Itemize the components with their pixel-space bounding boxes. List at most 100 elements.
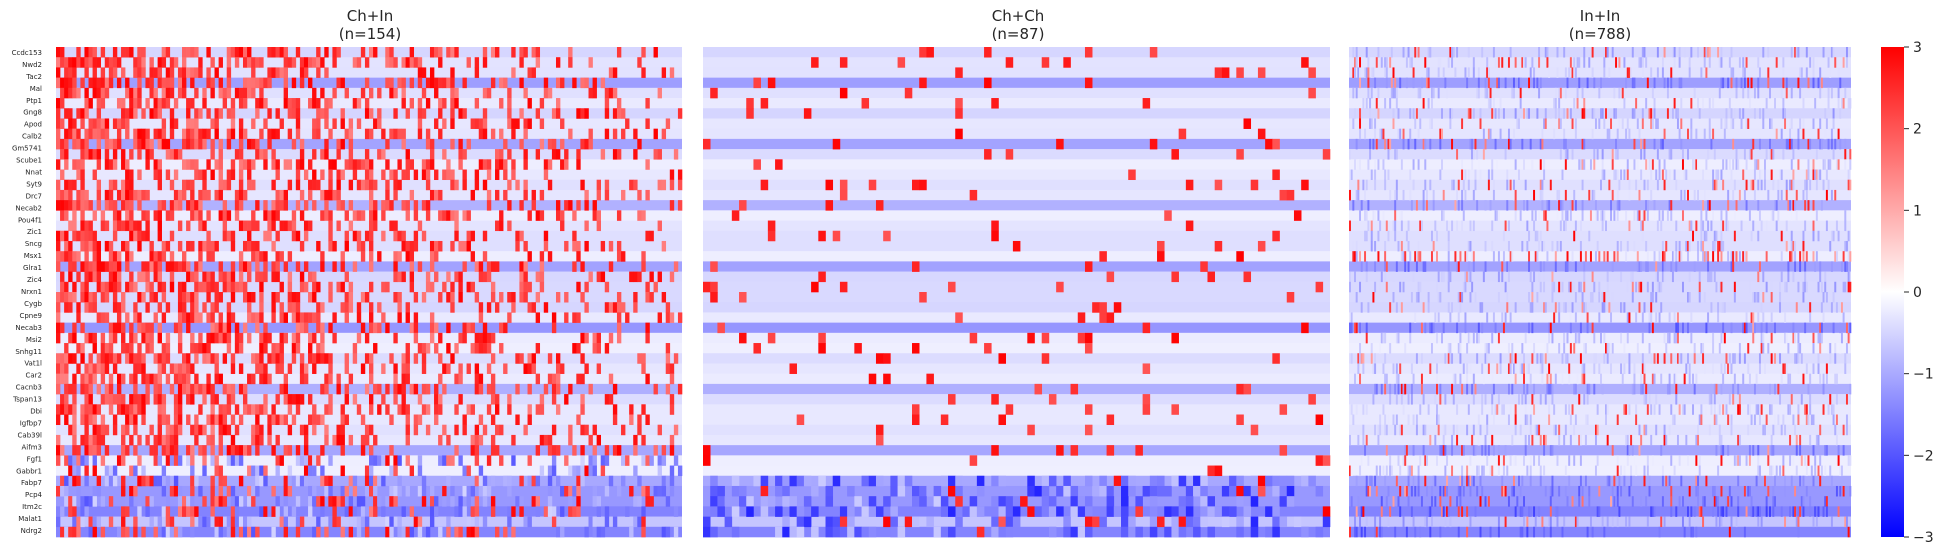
heatmap-cell [1658, 251, 1661, 262]
heatmap-cell [1414, 118, 1417, 129]
heatmap-cell [1389, 47, 1392, 58]
heatmap-cell [1605, 47, 1607, 58]
heatmap-cell [149, 292, 154, 303]
heatmap-cell [466, 240, 471, 252]
heatmap-cell [96, 261, 102, 272]
heatmap-cell [442, 485, 447, 497]
heatmap-cell [80, 414, 85, 426]
heatmap-cell [1571, 149, 1574, 160]
heatmap-cell [478, 434, 484, 446]
heatmap-cell [1243, 118, 1252, 129]
heatmap-cell [462, 77, 467, 89]
heatmap-cell [173, 363, 179, 374]
heatmap-cell [1770, 118, 1773, 129]
heatmap-cell [604, 445, 610, 456]
heatmap-cell [68, 108, 73, 119]
heatmap-cell [275, 363, 280, 374]
heatmap-cell [401, 57, 406, 68]
heatmap-cell [1365, 67, 1368, 78]
heatmap-cell [299, 424, 305, 436]
heatmap-cell [1384, 240, 1387, 252]
heatmap-cell [64, 526, 69, 538]
heatmap-cell [275, 200, 280, 211]
heatmap-cell [1236, 67, 1244, 78]
heatmap-cell [1439, 292, 1442, 303]
heatmap-cell [1027, 485, 1035, 497]
heatmap-row-band [1349, 322, 1851, 334]
heatmap-cell [320, 445, 325, 456]
heatmap-cell [283, 373, 288, 385]
heatmap-cell [641, 434, 646, 446]
heatmap-cell [1528, 261, 1531, 272]
heatmap-cell [429, 332, 435, 344]
heatmap-cell [527, 455, 532, 466]
heatmap-cell [413, 210, 419, 221]
heatmap-cell [531, 496, 536, 507]
heatmap-cell [389, 516, 394, 528]
heatmap-cell [186, 159, 191, 170]
heatmap-cell [80, 455, 85, 466]
heatmap-cell [234, 404, 240, 415]
heatmap-cell [495, 526, 500, 538]
heatmap-cell [1581, 200, 1584, 211]
heatmap-cell [1507, 220, 1510, 232]
heatmap-cell [1464, 67, 1467, 78]
heatmap-cell [92, 67, 97, 78]
heatmap-cell [56, 353, 61, 364]
heatmap-cell [1384, 138, 1387, 150]
heatmap-cell [1561, 210, 1564, 221]
heatmap-cell [336, 47, 341, 58]
heatmap-cell [1611, 159, 1614, 170]
heatmap-cell [287, 98, 293, 109]
heatmap-cell [523, 118, 528, 129]
heatmap-cell [775, 475, 783, 487]
heatmap-cell [948, 475, 956, 487]
heatmap-cell [1444, 77, 1447, 89]
heatmap-cell [234, 149, 240, 160]
heatmap-cell [279, 67, 284, 78]
heatmap-cell [1728, 98, 1731, 109]
heatmap-cell [1518, 169, 1520, 181]
heatmap-cell [72, 261, 77, 272]
heatmap-cell [1375, 98, 1378, 109]
heatmap-cell [1372, 292, 1375, 303]
heatmap-cell [446, 169, 451, 181]
heatmap-cell [377, 108, 382, 119]
heatmap-cell [1447, 230, 1450, 242]
heatmap-cell [1250, 475, 1259, 487]
heatmap-cell [442, 281, 447, 293]
heatmap-cell [1497, 271, 1500, 283]
heatmap-cell [1352, 47, 1355, 58]
heatmap-cell [287, 445, 293, 456]
heatmap-cell [1308, 475, 1316, 487]
heatmap-cell [129, 434, 134, 446]
heatmap-cell [560, 506, 565, 517]
heatmap-cell [1745, 57, 1748, 68]
heatmap-cell [1558, 98, 1561, 109]
heatmap-cell [1034, 485, 1043, 497]
heatmap-cell [1827, 159, 1830, 170]
heatmap-cell [364, 485, 370, 497]
heatmap-cell [897, 57, 906, 68]
heatmap-cell [912, 516, 920, 528]
heatmap-cell [332, 240, 337, 252]
heatmap-cell [1417, 159, 1420, 170]
heatmap-cell [490, 77, 496, 89]
heatmap-cell [1427, 98, 1430, 109]
heatmap-cell [429, 240, 435, 252]
heatmap-cell [1521, 57, 1524, 68]
heatmap-cell [539, 465, 545, 477]
heatmap-cell [1512, 179, 1515, 191]
heatmap-cell [1735, 251, 1738, 262]
heatmap-cell [100, 261, 106, 272]
heatmap-cell [450, 210, 455, 221]
heatmap-cell [1581, 87, 1584, 99]
heatmap-cell [247, 485, 252, 497]
heatmap-cell [1656, 271, 1659, 283]
heatmap-cell [210, 77, 215, 89]
heatmap-cell [108, 332, 114, 344]
heatmap-cell [1481, 302, 1484, 313]
heatmap-cell [324, 210, 329, 221]
heatmap-cell [230, 312, 236, 323]
heatmap-cell [1564, 67, 1567, 78]
